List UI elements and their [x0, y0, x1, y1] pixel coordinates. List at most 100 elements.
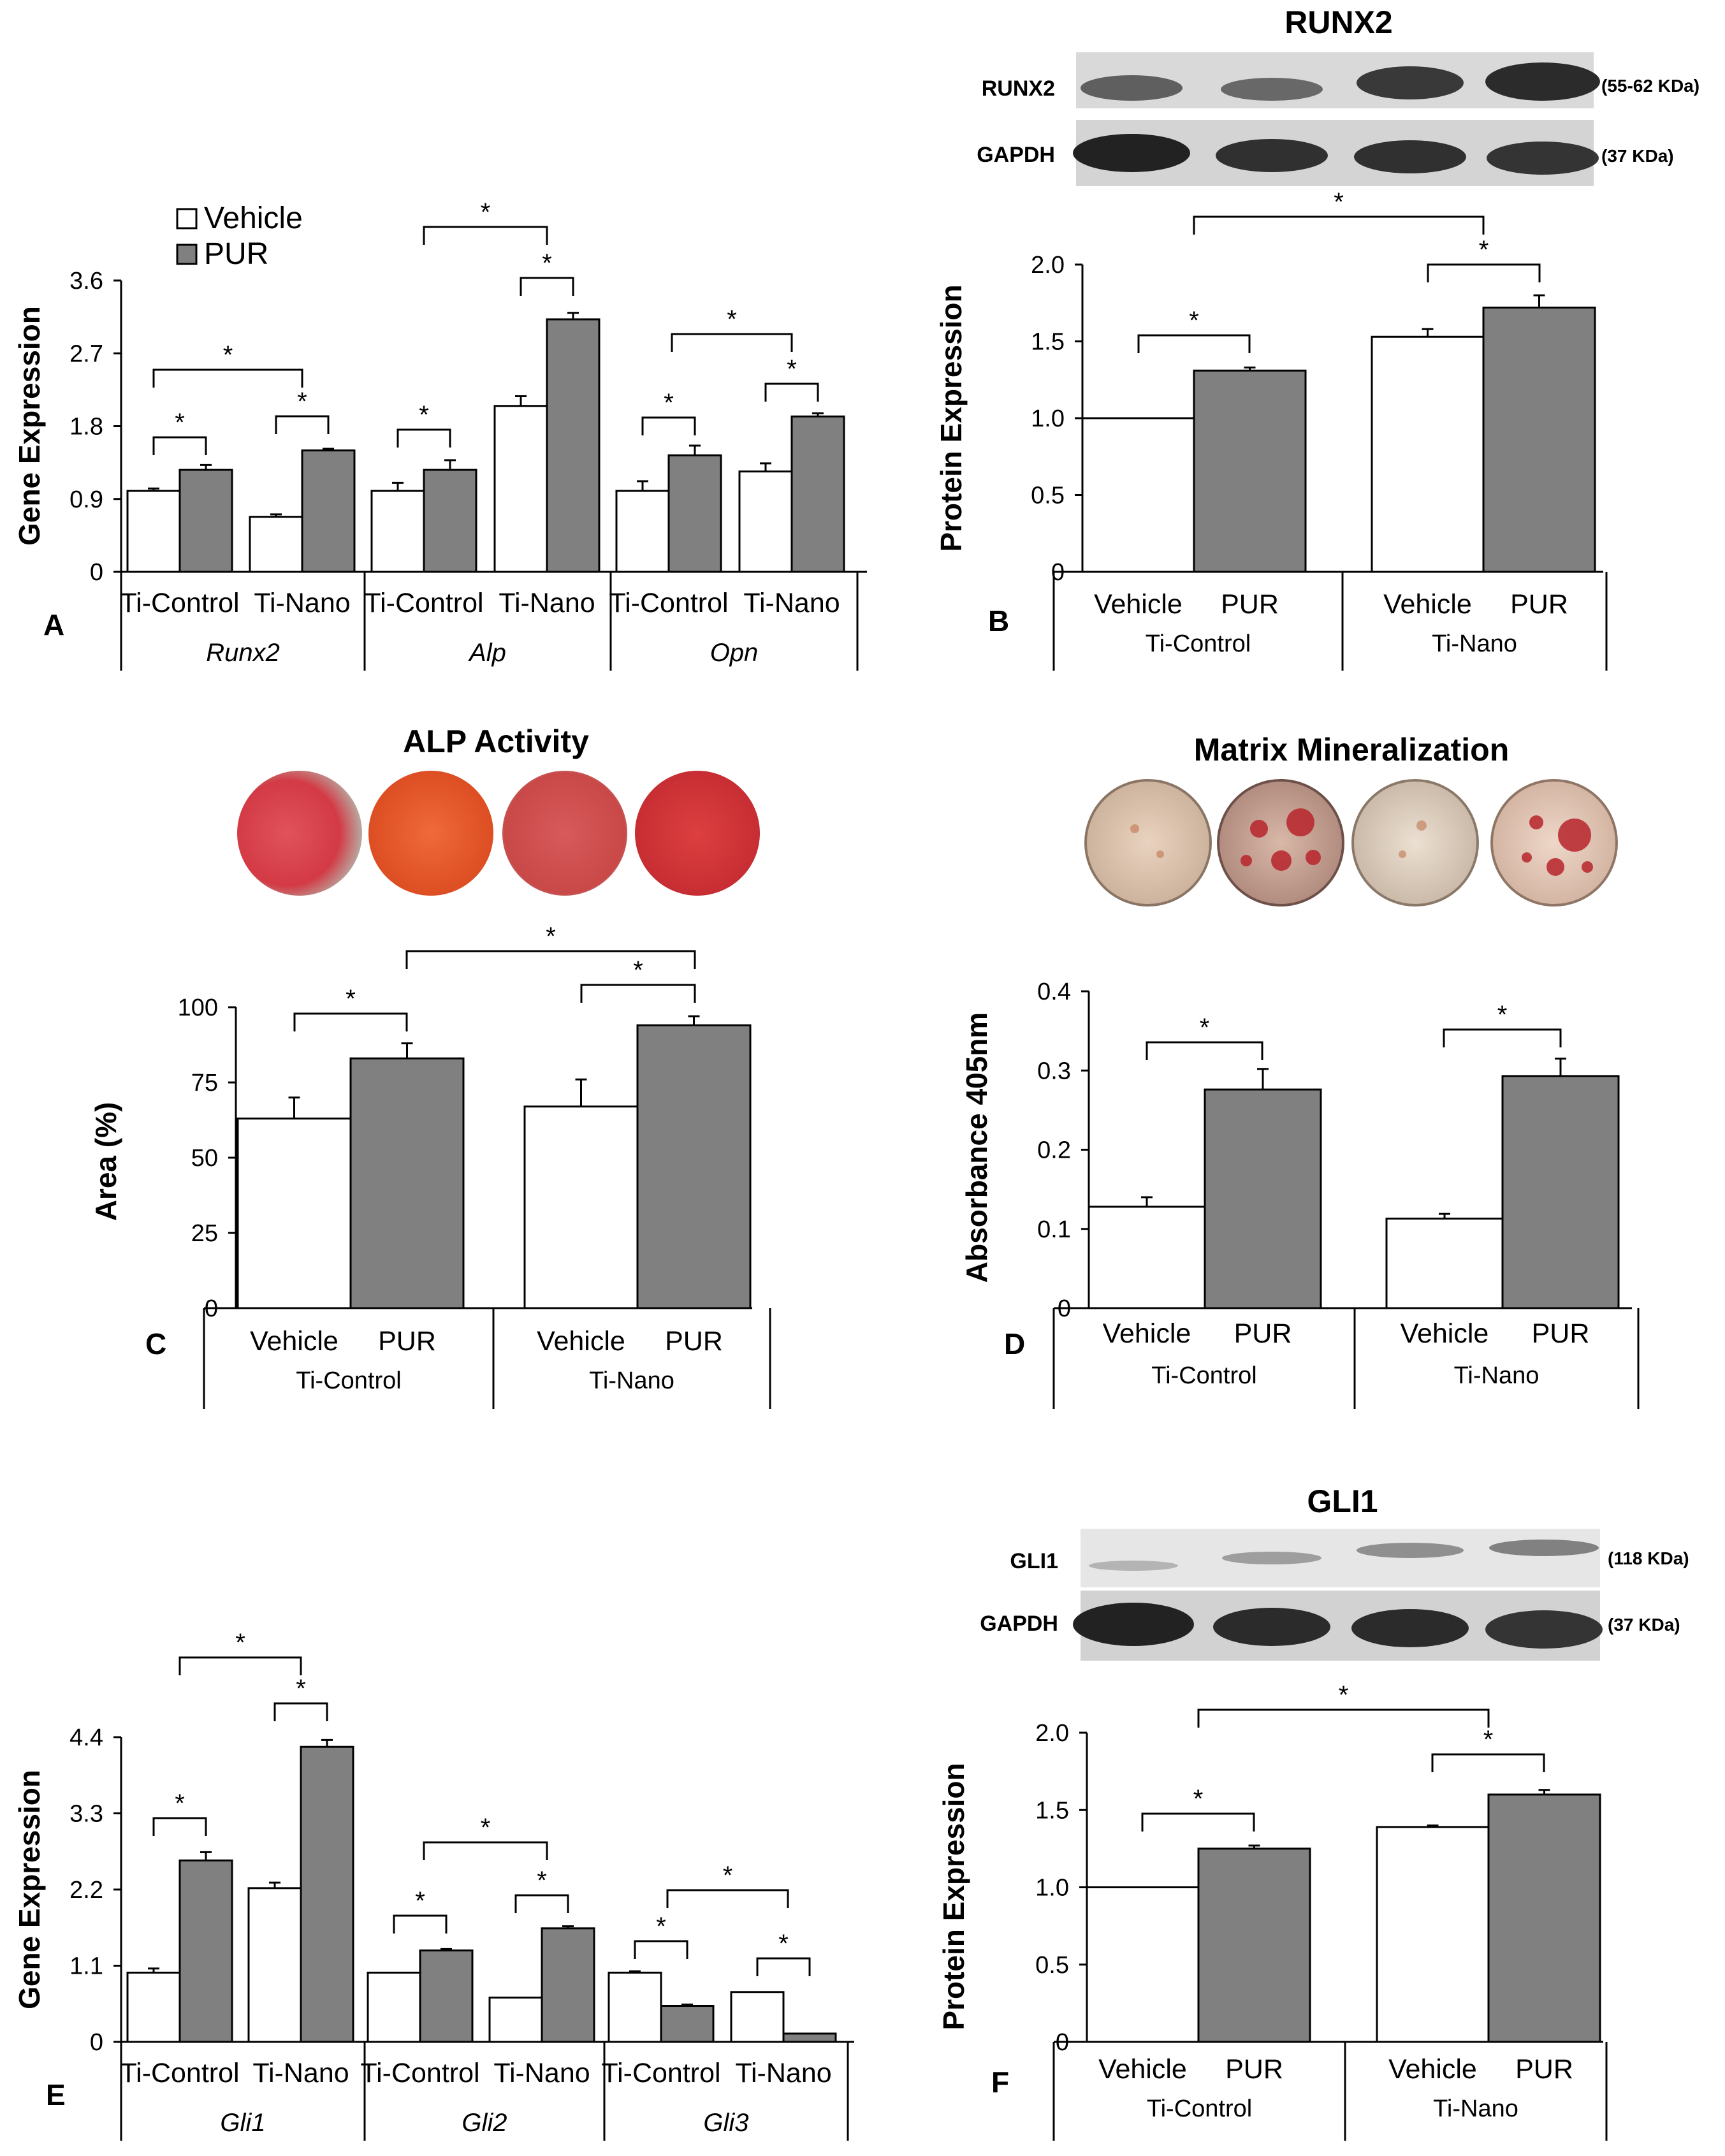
significance-bracket: [423, 226, 548, 245]
mineral-nodule: [1286, 808, 1314, 836]
bar-pur: [1204, 1088, 1322, 1309]
significance-star: *: [633, 956, 643, 984]
significance-star: *: [546, 922, 556, 951]
y-tick-label: 0: [1058, 1295, 1071, 1322]
y-axis-title: Protein Expression: [937, 1763, 970, 2030]
y-tick-label: 0.4: [1037, 979, 1071, 1005]
gapdh-f-band-1: [1073, 1603, 1194, 1646]
panel-e-chart: 0 1.1 2.2 3.3 4.4 Gene Expression E Ti-Control T…: [13, 1629, 854, 2141]
bar-pur: [1487, 1793, 1601, 2043]
mineral-nodules: [1241, 808, 1593, 876]
y-tick-label: 1.8: [69, 414, 103, 441]
bar-vehicle: [237, 1118, 352, 1309]
significance-bracket: [580, 984, 696, 1003]
significance-bracket: [1431, 1753, 1545, 1772]
y-axis-title: Area (%): [89, 1102, 122, 1221]
mineral-nodule: [1582, 861, 1593, 873]
bar-pur: [790, 415, 845, 573]
x-category-label: Ti-Control: [364, 588, 483, 618]
significance-bracket: [1137, 334, 1251, 353]
bar-pur: [349, 1057, 465, 1309]
significance-bracket: [666, 1889, 789, 1908]
x-category-label: Vehicle: [1103, 1318, 1191, 1349]
mineral-dish-3: [1351, 779, 1479, 907]
panel-c-title: ALP Activity: [403, 724, 589, 759]
gli1-bands: [1089, 1540, 1599, 1571]
significance-bracket: [405, 950, 696, 969]
mineral-dish-1: [1084, 779, 1212, 907]
x-category-label: Ti-Control: [609, 588, 728, 618]
significance-bracket: [1443, 1028, 1562, 1047]
mineral-dish-2: [1217, 779, 1344, 907]
gli1-band-4: [1489, 1540, 1599, 1556]
bar-pur: [1501, 1075, 1620, 1309]
mineral-nodule: [1522, 852, 1532, 863]
x-category-label: Ti-Control: [360, 2058, 479, 2088]
alp-dish-4: [635, 771, 760, 896]
significance-bracket: [178, 1656, 302, 1675]
x-category-label: Ti-Nano: [735, 2058, 831, 2088]
y-tick-label: 2.7: [69, 340, 103, 367]
panel-f-blot: GLI1 GLI1 GAPDH (118 KDa) (37 KDa): [980, 1483, 1689, 1661]
y-tick-label: 1.0: [1031, 405, 1065, 432]
y-tick-label: 0.9: [69, 486, 103, 513]
bar-vehicle: [488, 1996, 543, 2043]
blot-kda-gapdh-b: (37 KDa): [1601, 146, 1674, 166]
gli1-band-2: [1222, 1552, 1321, 1564]
y-tick-label: 0: [90, 559, 103, 586]
bar-vehicle: [493, 405, 548, 573]
gene-label: Runx2: [206, 639, 280, 667]
x-category-label: Ti-Nano: [252, 2058, 349, 2088]
significance-star: *: [542, 249, 552, 277]
x-category-label: Ti-Control: [120, 2058, 239, 2088]
significance-star: *: [787, 355, 797, 383]
x-category-label: Vehicle: [537, 1326, 625, 1357]
significance-bracket: [1197, 1708, 1490, 1728]
significance-bracket: [152, 1817, 207, 1836]
y-axis-title: Absorbance 405nm: [960, 1012, 993, 1283]
significance-star: *: [481, 1814, 491, 1842]
significance-star: *: [656, 1912, 666, 1941]
y-axis-title: Gene Expression: [13, 306, 46, 546]
significance-bracket: [1193, 215, 1485, 235]
x-category-label: Ti-Control: [601, 2058, 720, 2088]
significance-bracket: [641, 416, 696, 435]
y-tick-label: 0.5: [1035, 1952, 1069, 1979]
runx2-band-1: [1081, 75, 1183, 101]
significance-star: *: [537, 1867, 547, 1895]
x-category-label: PUR: [1515, 2054, 1573, 2085]
x-category-label: Vehicle: [250, 1326, 338, 1357]
y-tick-label: 4.4: [69, 1724, 103, 1751]
bar-vehicle: [1371, 335, 1485, 573]
panel-letter: E: [46, 2078, 66, 2111]
y-axis-title: Protein Expression: [935, 284, 968, 551]
y-tick-label: 75: [191, 1070, 218, 1096]
blot-label-gli1: GLI1: [1010, 1549, 1058, 1573]
mineral-nodule: [1271, 850, 1292, 871]
y-tick-label: 100: [178, 994, 218, 1021]
significance-bracket: [273, 1702, 328, 1721]
legend-label-pur: PUR: [204, 237, 268, 271]
panel-f-chart: 0 0.5 1.0 1.5 2.0 Protein Expression F Vehicle P…: [937, 1681, 1608, 2141]
group-label: Ti-Nano: [589, 1367, 674, 1394]
legend: Vehicle PUR: [176, 201, 303, 271]
significance-star: *: [419, 401, 429, 429]
runx2-band-3: [1357, 66, 1464, 99]
gapdh-b-band-1: [1073, 134, 1190, 172]
bar-vehicle: [370, 490, 425, 573]
bar-vehicle: [615, 490, 670, 573]
significance-bracket: [423, 1841, 548, 1860]
gapdh-b-band-4: [1487, 142, 1599, 175]
x-category-label: PUR: [1510, 589, 1568, 620]
significance-star: *: [1200, 1014, 1210, 1042]
significance-bracket: [293, 1012, 408, 1031]
blot-kda-gapdh-f: (37 KDa): [1608, 1615, 1680, 1635]
panel-b-blot: RUNX2 RUNX2 GAPDH (55-62 KDa) (37 KDa): [977, 4, 1700, 186]
significance-star: *: [415, 1887, 425, 1915]
group-label: Ti-Nano: [1454, 1362, 1539, 1389]
gapdh-b-band-2: [1216, 139, 1328, 172]
significance-star: *: [1483, 1726, 1494, 1754]
bar-pur: [782, 2032, 837, 2043]
bar-vehicle: [730, 1991, 785, 2043]
